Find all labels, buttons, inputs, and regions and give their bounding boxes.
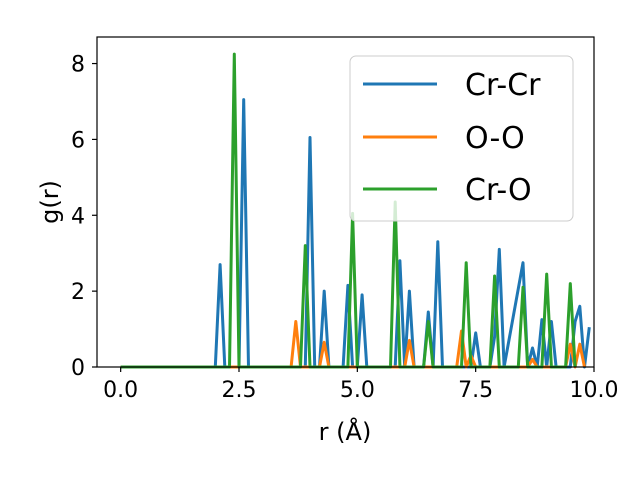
x-axis-label: r (Å) <box>319 417 372 446</box>
x-tick-label: 2.5 <box>222 378 257 403</box>
legend-box <box>349 55 574 222</box>
plot-frame <box>96 36 595 368</box>
x-tick-label: 10.0 <box>570 378 619 403</box>
x-tick-label: 7.5 <box>458 378 493 403</box>
x-tick-label: 5.0 <box>340 378 375 403</box>
legend: Cr-Cr O-O Cr-O <box>349 55 574 222</box>
legend-label-cr-cr: Cr-Cr <box>465 68 541 103</box>
y-tick-label: 0 <box>71 356 85 381</box>
legend-label-cr-o: Cr-O <box>465 173 532 208</box>
y-tick-label: 6 <box>71 128 85 153</box>
y-ticks: 0 2 4 6 8 <box>71 53 97 381</box>
y-tick-label: 8 <box>71 53 85 78</box>
y-tick-label: 2 <box>71 280 85 305</box>
y-axis-label: g(r) <box>36 180 64 224</box>
legend-label-o-o: O-O <box>465 121 525 156</box>
y-tick-label: 4 <box>71 204 85 229</box>
x-ticks: 0.0 2.5 5.0 7.5 10.0 <box>103 367 618 403</box>
x-tick-label: 0.0 <box>103 378 138 403</box>
